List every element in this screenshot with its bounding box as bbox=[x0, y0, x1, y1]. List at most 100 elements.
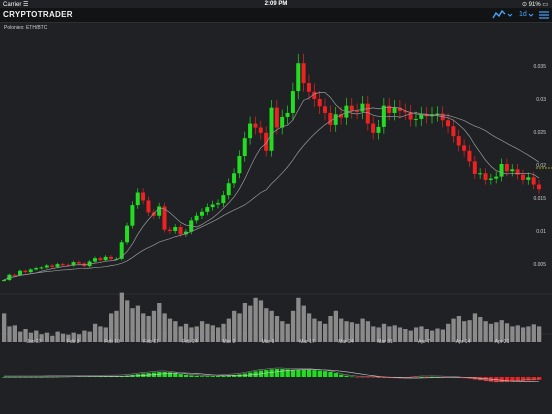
candle-body bbox=[376, 126, 381, 133]
volume-bar bbox=[125, 300, 130, 342]
volume-bar bbox=[360, 318, 365, 342]
volume-bar bbox=[397, 327, 403, 342]
x-tick-label: Mar 2 bbox=[222, 339, 236, 345]
candle-body bbox=[306, 83, 311, 92]
y-tick-label: 0.035 bbox=[533, 63, 546, 70]
chevron-down-icon[interactable] bbox=[507, 9, 513, 21]
volume-bar bbox=[232, 310, 237, 342]
macd-bar bbox=[510, 377, 515, 382]
volume-bar bbox=[253, 297, 258, 342]
candle-body bbox=[317, 99, 322, 107]
macd-bar bbox=[162, 371, 167, 377]
volume-bar bbox=[87, 331, 92, 342]
volume-bar bbox=[494, 322, 499, 342]
candle-body bbox=[76, 262, 81, 264]
macd-bar bbox=[526, 377, 531, 381]
candle-body bbox=[71, 262, 76, 266]
ma-slow-line bbox=[3, 106, 540, 281]
volume-bar bbox=[76, 334, 82, 342]
timeframe-button[interactable]: 1d bbox=[519, 11, 527, 18]
volume-bar bbox=[312, 318, 317, 342]
candle-body bbox=[515, 169, 520, 175]
x-tick-label: Mar 9 bbox=[261, 339, 275, 345]
macd-bar bbox=[323, 371, 328, 377]
volume-bar bbox=[483, 321, 488, 342]
volume-bar bbox=[114, 310, 119, 342]
volume-bar bbox=[226, 318, 231, 342]
macd-bar bbox=[520, 377, 526, 382]
x-tick-label: Mar 24 bbox=[338, 339, 354, 345]
volume-bar bbox=[258, 300, 264, 342]
volume-bar bbox=[157, 303, 162, 342]
x-tick-label: Mar 17 bbox=[299, 339, 315, 345]
timeframe-chevron-icon[interactable] bbox=[528, 9, 534, 21]
volume-bar bbox=[178, 326, 183, 342]
candle-body bbox=[408, 112, 413, 120]
volume-bar bbox=[520, 327, 526, 342]
candle-body bbox=[387, 105, 392, 113]
volume-bar bbox=[194, 326, 199, 342]
volume-bar bbox=[488, 323, 494, 342]
macd-bar bbox=[424, 377, 429, 378]
macd-bar bbox=[376, 377, 381, 378]
candle-body bbox=[210, 204, 215, 208]
candle-body bbox=[226, 183, 231, 196]
candle-body bbox=[135, 192, 140, 206]
macd-bar bbox=[285, 369, 290, 377]
candle-body bbox=[199, 211, 204, 216]
macd-bar bbox=[408, 377, 413, 379]
app-header: CRYPTOTRADER 1d bbox=[0, 8, 552, 23]
macd-bar bbox=[413, 377, 419, 378]
candle-body bbox=[28, 269, 33, 273]
volume-bar bbox=[285, 323, 290, 342]
volume-bar bbox=[339, 318, 344, 342]
volume-bar bbox=[60, 333, 66, 342]
carrier-label: Carrier ☰ bbox=[3, 2, 29, 8]
candle-body bbox=[167, 229, 172, 231]
macd-bar bbox=[515, 377, 520, 382]
candle-body bbox=[221, 195, 226, 204]
volume-bar bbox=[381, 323, 387, 342]
macd-bar bbox=[194, 375, 199, 377]
volume-bar bbox=[141, 313, 146, 342]
volume-bar bbox=[456, 316, 462, 342]
volume-bar bbox=[221, 323, 226, 342]
candle-body bbox=[435, 113, 440, 115]
volume-bar bbox=[92, 323, 98, 342]
candle-body bbox=[44, 265, 49, 268]
candle-body bbox=[50, 265, 55, 267]
macd-bar bbox=[39, 377, 44, 378]
volume-bar bbox=[7, 326, 12, 342]
volume-bar bbox=[103, 327, 108, 342]
macd-bar bbox=[365, 377, 371, 378]
pair-label: Poloniex: ETH/BTC bbox=[4, 25, 48, 31]
volume-bar bbox=[18, 331, 23, 342]
volume-bar bbox=[537, 326, 542, 342]
price-chart[interactable] bbox=[0, 22, 552, 414]
candle-body bbox=[280, 116, 285, 128]
macd-bar bbox=[312, 370, 317, 377]
volume-bar bbox=[344, 321, 349, 342]
volume-bar bbox=[71, 332, 76, 342]
volume-bar bbox=[531, 324, 536, 342]
macd-bar bbox=[371, 377, 376, 378]
macd-bar bbox=[419, 376, 424, 378]
candle-body bbox=[269, 107, 274, 151]
macd-signal-line bbox=[4, 369, 540, 382]
candle-body bbox=[520, 174, 525, 180]
volume-bar bbox=[28, 332, 34, 342]
candle-body bbox=[205, 207, 210, 212]
chart-style-icon[interactable] bbox=[492, 9, 506, 21]
menu-icon[interactable] bbox=[538, 9, 550, 21]
y-tick-label: 0.02 bbox=[536, 163, 546, 169]
candle-body bbox=[248, 123, 253, 139]
macd-bar bbox=[221, 375, 226, 377]
volume-bar bbox=[39, 334, 44, 342]
volume-bar bbox=[424, 329, 429, 342]
macd-bar bbox=[317, 370, 322, 377]
candle-body bbox=[323, 106, 327, 113]
y-tick-label: 0.03 bbox=[536, 96, 546, 103]
candle-body bbox=[413, 118, 418, 120]
volume-bar bbox=[472, 313, 478, 342]
candle-body bbox=[23, 270, 28, 273]
